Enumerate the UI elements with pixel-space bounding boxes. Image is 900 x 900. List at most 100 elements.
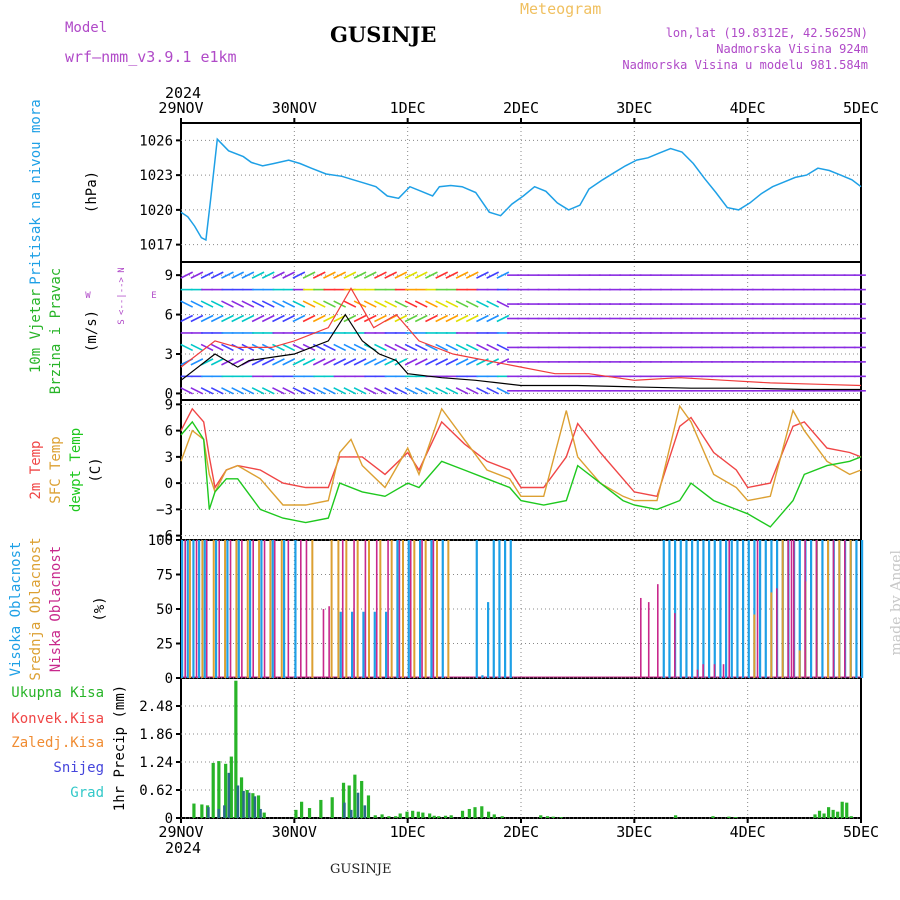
time-tick-bottom-1DEC: 1DEC [390,823,426,841]
cloud-low-bar-32 [756,540,759,678]
wind-arrow-17 [190,271,204,279]
wind-arrow-266 [476,314,489,323]
cloud-high-bar-13 [339,611,342,678]
cloud-low-bar-7 [263,540,266,678]
wind-arrow-62 [241,271,255,279]
wind-arrow-224 [425,271,438,279]
wind-arrow-188 [384,271,398,279]
cloud-mid-bar-30 [849,540,852,678]
wind-arrow-146 [343,358,357,366]
precip-total-bar-21 [360,780,364,818]
precip-total-bar-48 [674,815,678,818]
wind-arrow-42 [221,300,234,308]
cloud-high-bar-47 [759,540,762,678]
cloud-high-bar-56 [810,540,813,678]
precip-total-bar-14 [300,801,304,818]
precip-total-bar-27 [398,813,402,818]
wind-arrow-45 [231,387,245,395]
wind-arrow-227 [435,358,449,366]
precip-total-bar-56 [831,809,835,818]
wind-arrow-39 [221,343,234,352]
cloud-low-bar-1 [195,540,198,678]
precip-total-bar-38 [467,808,471,818]
wind-arrow-254 [465,358,479,366]
cloud-low-bar-20 [409,540,412,678]
wind-speed-line [180,313,861,391]
cloud-mid-bar-8 [280,540,283,678]
ytick-label-precipitation-4: 2.48 [139,699,173,715]
time-tick-bottom-2DEC: 2DEC [503,823,539,841]
time-tick-bottom-5DEC: 5DEC [843,823,879,841]
ytick-label-pressure-2: 1023 [139,168,173,184]
wind-arrow-117 [312,387,326,395]
wind-arrow-47 [231,358,245,366]
cloud-low-bar-6 [252,540,254,678]
wind-arrow-207 [414,387,428,395]
compass-n: N [117,267,127,272]
precip-total-bar-50 [727,816,731,818]
ytick-label-wind-2: 6 [165,308,173,324]
precip-total-bar-49 [711,816,715,818]
wind-arrow-126 [323,387,336,395]
wind-arrow-104 [292,314,306,323]
time-tick-bottom-4DEC: 4DEC [730,823,766,841]
wind-arrow-72 [261,387,275,395]
precip-total-bar-29 [411,810,415,818]
cloud-title-1: Visoka Oblacnost [8,542,24,677]
cloud-high-bar-64 [855,540,858,678]
time-tick-top-30NOV: 30NOV [272,99,317,117]
precip-total-bar-18 [341,782,346,818]
wind-arrow-201 [404,343,418,352]
cloud-high-bar-32 [674,540,677,678]
temp-title-3: dewpt Temp [68,428,84,512]
ytick-label-temperature-3: 3 [165,450,173,466]
precip-total-bar-15 [307,808,312,818]
cloud-mid-bar-29 [838,540,841,678]
wind-arrow-137 [333,358,347,366]
wind-arrow-260 [465,271,479,279]
wind-arrow-14 [190,314,204,323]
cloud-unit: (%) [92,596,108,621]
wind-arrow-285 [496,300,510,308]
ytick-label-wind-0: 0 [165,386,173,402]
wind-arrow-219 [425,343,438,352]
wind-arrow-11 [190,358,204,366]
cloud-high-bar-33 [679,540,682,678]
cloud-mid-bar-3 [224,540,227,678]
wind-arrow-74 [261,358,275,366]
wind-arrow-9 [190,387,204,395]
wind-arrow-189 [394,387,408,395]
wind-arrow-113 [302,314,316,323]
wind-arrow-134 [323,271,336,279]
wind-arrow-237 [445,343,459,352]
wind-arrow-267 [476,300,489,308]
precip-total-bar-17 [330,797,334,818]
cloud-low-bar-16 [364,540,367,678]
cloud-high-bar-43 [736,540,739,678]
cloud-high-bar-0 [181,540,184,678]
wind-arrow-63 [251,387,265,395]
elevation-label: Nadmorska Visina 924m [716,42,868,56]
precip-total-bar-6 [229,756,233,818]
wind-arrow-275 [486,314,500,323]
precip-snow-bar-12 [363,805,367,818]
ytick-label-temperature-4: 6 [165,424,173,440]
wind-arrow-249 [455,300,469,308]
wind-arrow-129 [323,343,336,352]
precip-unit: 1hr Precip (mm) [112,685,128,811]
cloud-mid-bar-20 [436,540,438,678]
ytick-label-precipitation-3: 1.86 [139,727,173,743]
cloud-mid-bar-28 [827,540,829,678]
cloud-high-bar-44 [742,540,745,678]
wind-arrow-230 [435,314,449,323]
cloud-high-bar-21 [430,540,433,678]
cloud-high-bar-46 [753,540,756,678]
precip-snow-bar-9 [343,802,346,818]
temp-title-1: 2m Temp [28,440,44,499]
temp-t2m-line [180,407,862,498]
wind-arrow-251 [455,271,469,279]
precip-total-bar-54 [822,813,826,818]
wind-arrow-240 [445,300,459,308]
wind-arrow-128 [323,358,336,366]
ytick-label-temperature-0: −6 [156,529,173,545]
